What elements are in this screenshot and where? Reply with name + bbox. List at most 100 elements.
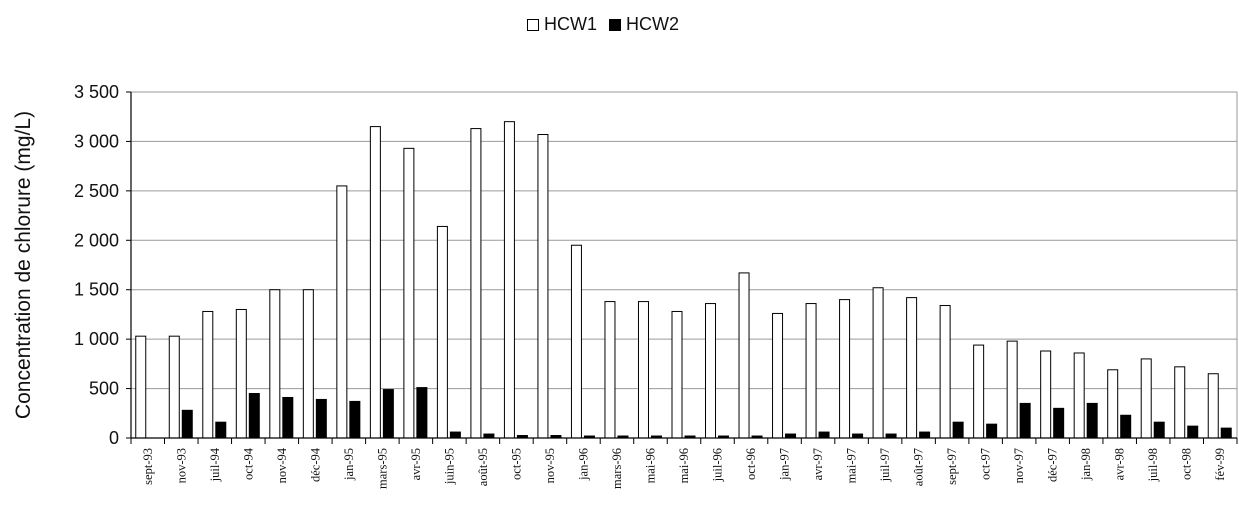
x-tick-label: nov-97 [1012,448,1026,483]
x-tick-label: oct-97 [979,448,993,480]
x-tick-label: avr-95 [409,448,423,480]
bar-hcw1 [202,310,214,439]
bar-hcw1 [1107,369,1119,439]
y-tick-label: 500 [89,379,119,399]
x-tick-label: mars-95 [375,448,389,489]
y-axis-label: Concentration de chlorure (mg/L) [12,110,35,420]
bar-hcw1 [436,225,448,439]
bar-hcw1 [1006,340,1018,439]
bar-hcw1 [738,272,750,439]
x-tick-label: nov-93 [174,448,188,483]
y-tick-label: 1 000 [74,329,119,349]
bar-hcw2 [952,421,964,439]
x-tick-label: juil-97 [878,448,892,482]
bar-hcw1 [168,335,180,439]
x-tick-label: mai-97 [845,448,859,483]
bar-hcw2 [818,431,830,439]
bar-hcw1 [973,344,985,439]
y-tick-label: 3 500 [74,82,119,102]
bar-hcw1 [570,244,582,439]
gridlines [131,91,1238,439]
bar-hcw1 [537,134,549,439]
bar-hcw1 [1073,352,1085,439]
x-tick-label: oct-98 [1180,448,1194,480]
x-tick-label: sept-97 [945,448,959,485]
bar-hcw1 [470,128,482,439]
bar-hcw2 [248,393,260,439]
x-tick-label: juil-98 [1146,448,1160,482]
bar-hcw2 [282,396,294,439]
bar-hcw2 [1187,425,1199,439]
bar-hcw2 [315,398,327,439]
bar-hcw1 [302,289,314,439]
bar-hcw1 [839,299,851,439]
x-tick-label: mai-96 [643,448,657,483]
x-tick-label: oct-95 [509,448,523,480]
bars [135,121,1232,439]
x-tick-label: nov-94 [275,447,289,483]
bar-hcw1 [503,121,515,439]
bar-hcw1 [604,301,616,439]
x-tick-label: juil-96 [711,448,725,482]
y-tick-label: 2 500 [74,181,119,201]
x-tick-label: mars-96 [610,448,624,489]
x-tick-label: fév-99 [1213,448,1227,481]
bar-hcw1 [235,308,247,439]
x-tick-label: nov-95 [543,448,557,483]
x-tick-label: déc-97 [1046,448,1060,482]
bar-hcw2 [181,409,193,439]
x-tick-label: sept-93 [141,448,155,485]
y-axis: 0 500 1 000 1 500 2 000 2 500 3 000 3 500 [74,82,132,448]
bar-hcw1 [369,126,381,439]
bar-hcw1 [939,305,951,439]
bar-hcw2 [1086,402,1098,439]
bar-hcw2 [382,389,394,439]
legend-item-hcw1: HCW1 [527,14,597,35]
x-tick-label: oct-96 [744,448,758,480]
bar-hcw2 [1153,421,1165,439]
x-tick-label: jan-98 [1079,448,1093,481]
bar-hcw1 [135,335,147,439]
bar-hcw1 [1140,358,1152,439]
bar-hcw2 [919,431,931,439]
bar-hcw2 [449,431,461,439]
x-tick-label: déc-94 [308,447,322,482]
bar-hcw2 [1120,414,1132,439]
bar-hcw2 [349,400,361,439]
legend-item-hcw2: HCW2 [609,14,679,35]
x-tick-label: août-95 [476,448,490,486]
bar-hcw2 [416,387,428,439]
x-tick-label: juil-94 [208,447,222,482]
y-tick-label: 1 500 [74,280,119,300]
x-tick-label: juin-95 [442,448,456,485]
bar-hcw2 [1053,407,1065,439]
bar-hcw1 [336,185,348,439]
y-tick-label: 3 000 [74,131,119,151]
x-tick-label: avr-98 [1113,448,1127,480]
bar-hcw1 [637,301,649,439]
x-tick-label: jan-96 [576,448,590,481]
bar-hcw1 [671,310,683,439]
legend-label-hcw2: HCW2 [626,14,679,34]
bar-hcw1 [1207,373,1219,439]
bar-hcw1 [1174,366,1186,439]
x-tick-label: avr-97 [811,448,825,480]
bar-hcw1 [772,312,784,439]
bar-hcw1 [906,297,918,439]
x-tick-label: mai-96 [677,448,691,483]
bar-hcw1 [1040,350,1052,439]
x-tick-label: août-97 [912,448,926,486]
bar-hcw2 [215,421,227,439]
x-tick-label: jan-95 [342,448,356,481]
legend-swatch-hcw2 [609,18,621,31]
bar-hcw2 [1220,427,1232,439]
x-tick-label: oct-94 [241,447,255,480]
legend: HCW1 HCW2 [527,14,685,35]
bar-hcw2 [1019,402,1031,439]
bar-hcw1 [403,147,415,439]
bar-hcw1 [872,287,884,439]
bar-hcw1 [705,303,717,439]
x-tick-label: jan-97 [778,448,792,481]
bar-hcw1 [269,289,281,439]
